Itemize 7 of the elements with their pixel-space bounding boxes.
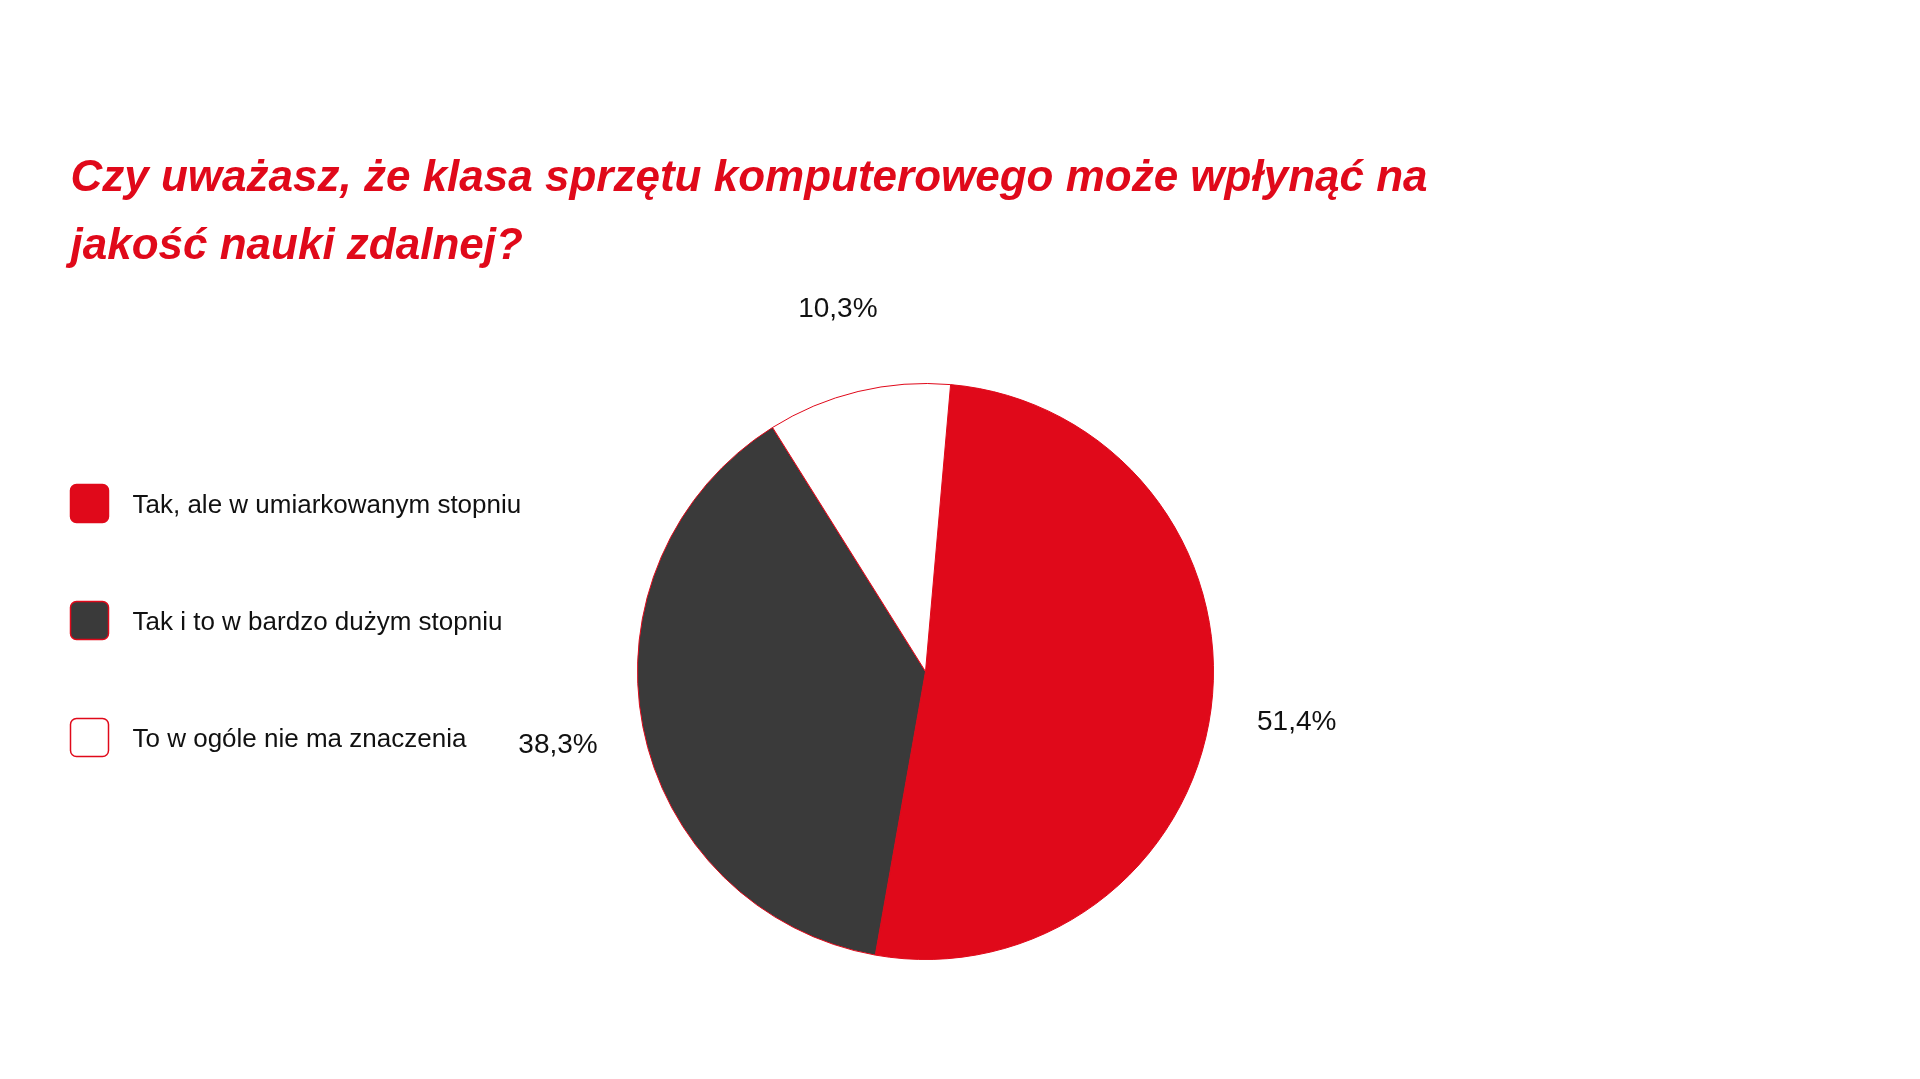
legend-label: Tak i to w bardzo dużym stopniu [132, 605, 503, 636]
data-label: 38,3% [518, 727, 598, 759]
legend-label: Tak, ale w umiarkowanym stopniu [132, 488, 522, 519]
data-label: 51,4% [1256, 705, 1337, 736]
legend-label: To w ogóle nie ma znaczenia [132, 722, 467, 753]
data-label: 10,3% [798, 292, 878, 324]
chart-title: Czy uważasz, że klasa sprzętu komputerowego może wpłynąć na jakość nauki zdalnej? [65, 151, 1428, 268]
